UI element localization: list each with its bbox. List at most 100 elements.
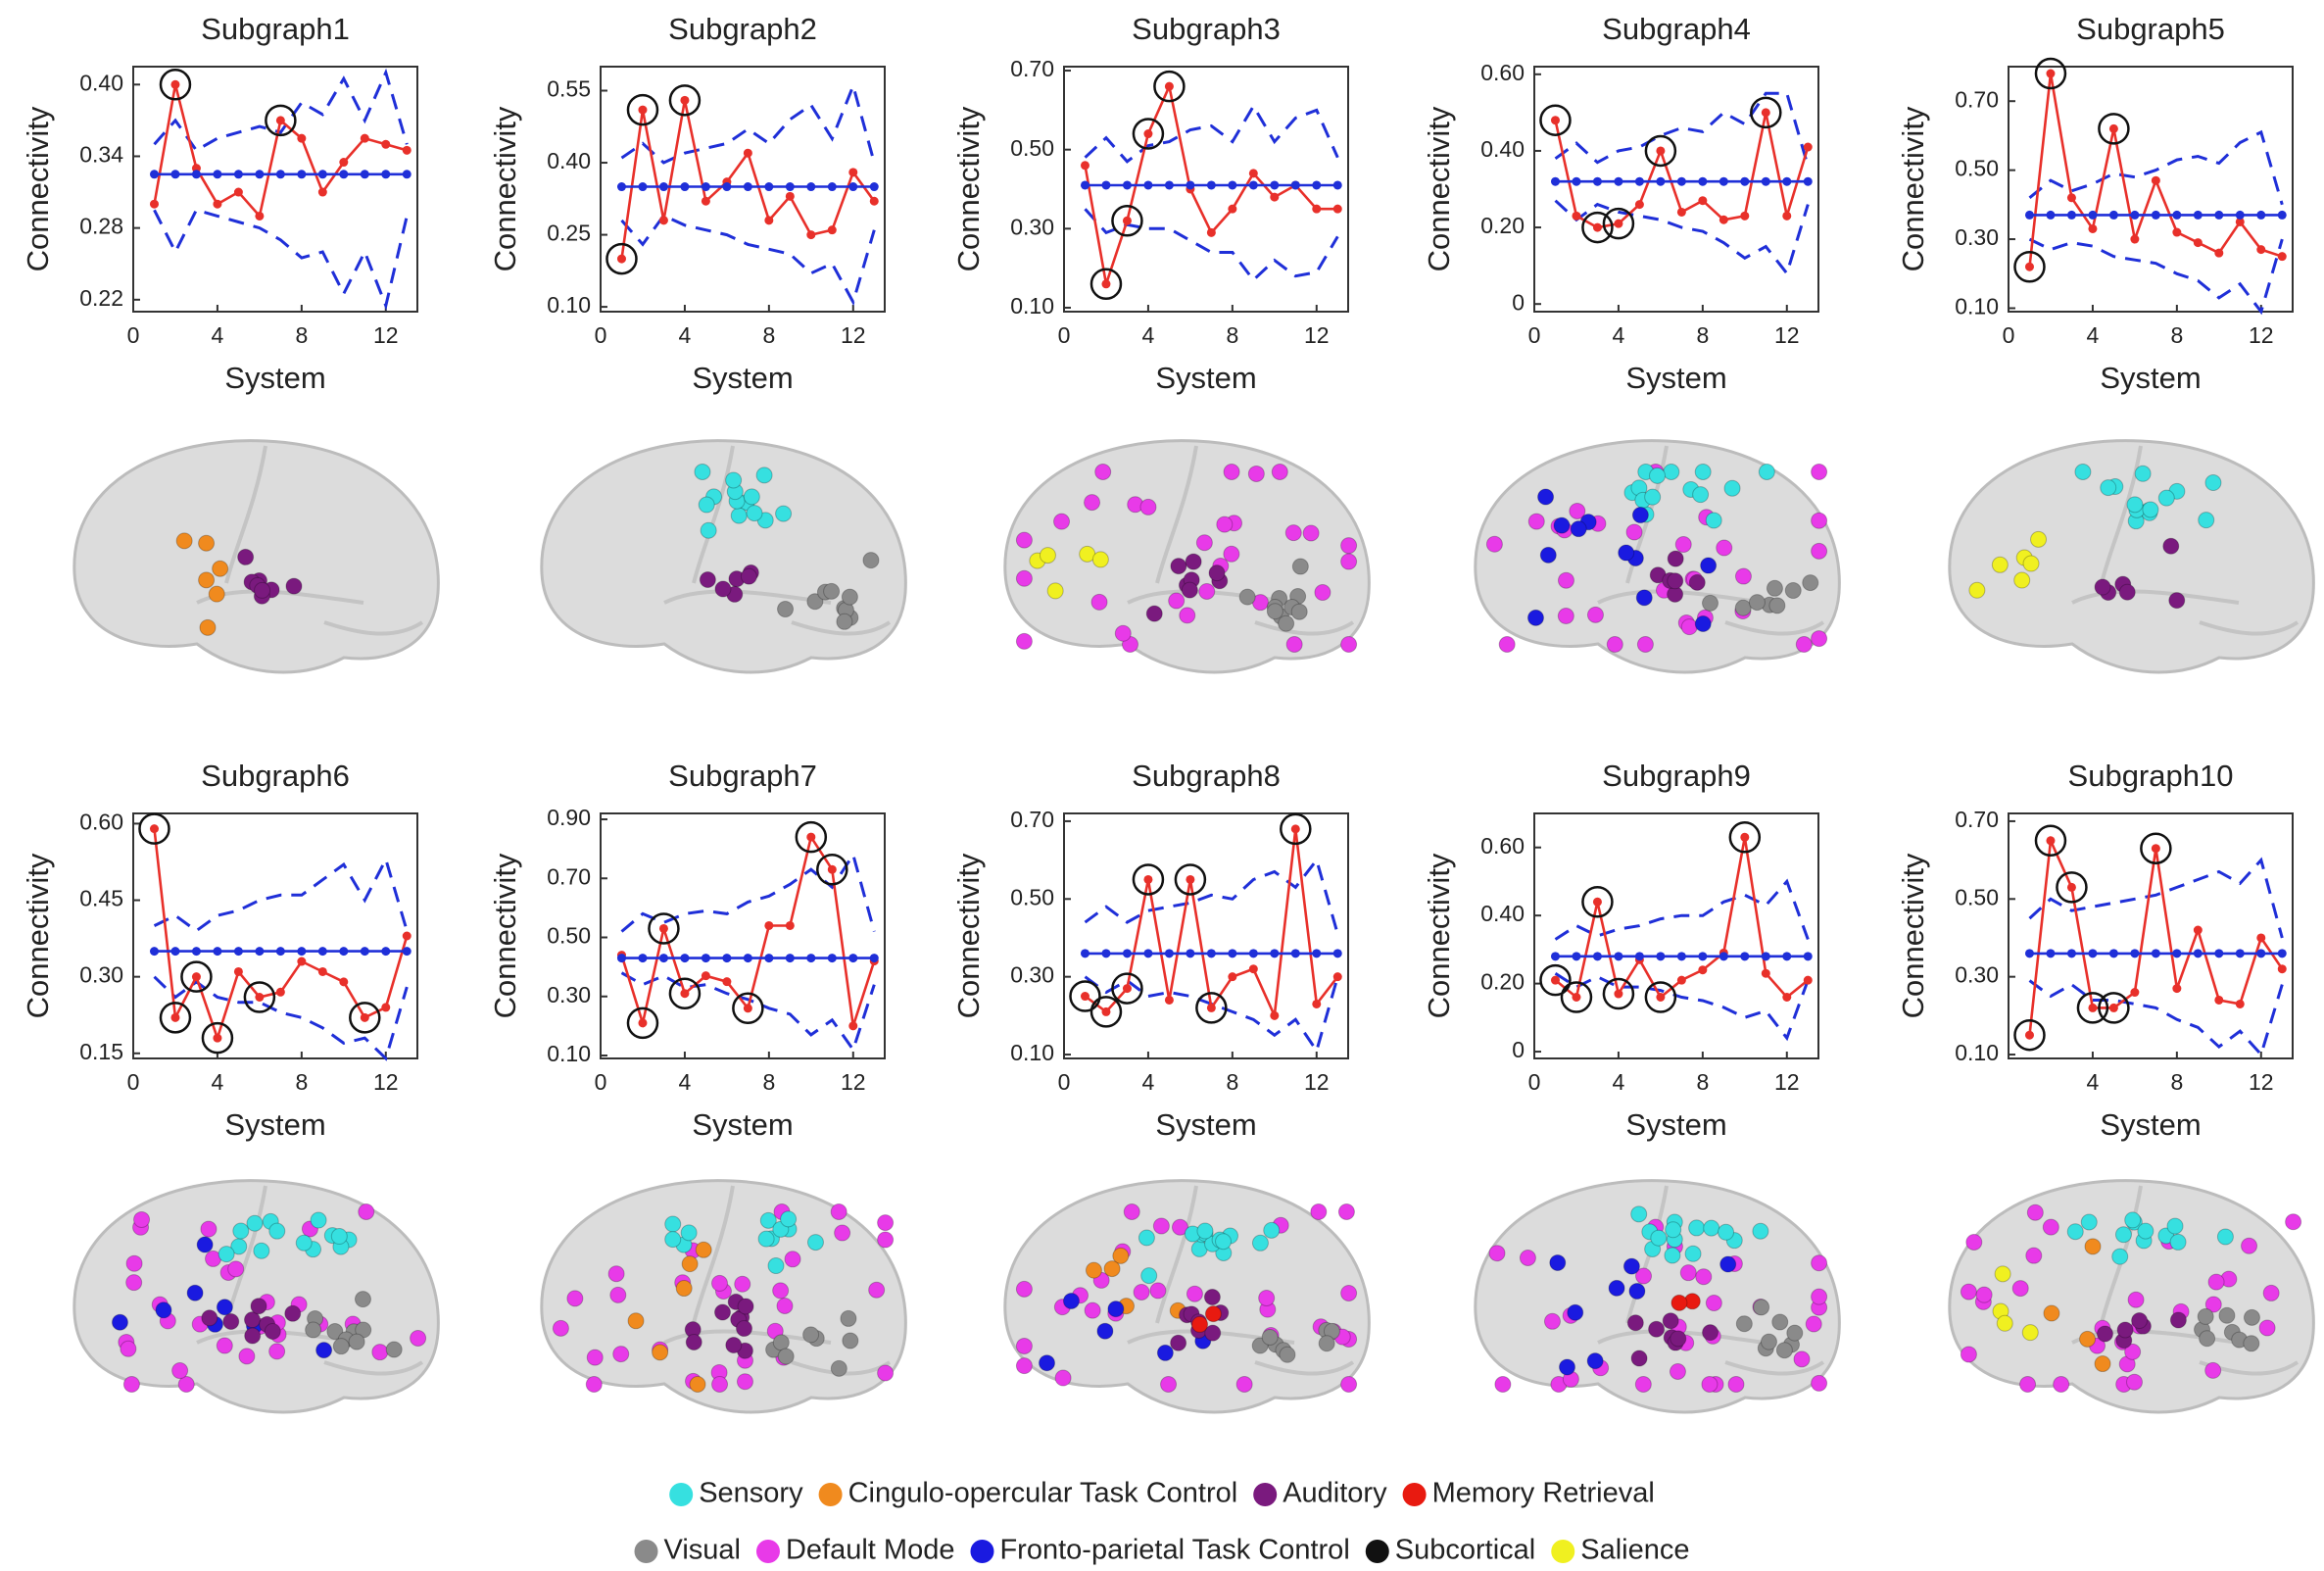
point — [2235, 949, 2245, 958]
brain-node — [737, 1298, 754, 1315]
bound-line — [620, 214, 876, 307]
brain-node — [2080, 1213, 2098, 1231]
point — [2256, 210, 2266, 220]
highlight-ring — [2098, 992, 2130, 1024]
point — [149, 947, 159, 957]
plot-frame — [600, 812, 886, 1059]
brain-node — [2198, 512, 2215, 529]
brain-node — [1310, 1203, 1328, 1220]
brain-node — [1570, 520, 1587, 538]
highlight-ring — [1132, 118, 1165, 150]
brain-node — [1054, 1369, 1072, 1387]
brain-node — [713, 1303, 731, 1321]
brain-node — [2096, 1325, 2113, 1343]
brain-node — [1337, 1203, 1355, 1220]
point — [233, 947, 243, 957]
point — [1572, 952, 1581, 961]
brain-node — [1994, 1265, 2011, 1283]
brain-node — [1271, 464, 1288, 480]
x-tick-label: 0 — [1058, 1069, 1071, 1095]
brain-node — [155, 1301, 172, 1319]
point — [638, 954, 648, 963]
brain-node — [1960, 1346, 1977, 1363]
brain-node — [285, 577, 303, 595]
brain-node — [1196, 1222, 1214, 1240]
point — [1101, 1006, 1111, 1016]
legend-swatch — [970, 1540, 994, 1563]
point — [2130, 234, 2140, 244]
brain-node — [1960, 1283, 1977, 1301]
brain-node — [1665, 1221, 1682, 1239]
brain-node — [609, 1286, 627, 1303]
point — [170, 947, 180, 957]
point — [869, 182, 879, 192]
brain-node — [823, 582, 841, 600]
brain-outline — [73, 439, 440, 674]
point — [1164, 995, 1174, 1005]
point — [1740, 176, 1750, 186]
brain-node — [2026, 1203, 2044, 1221]
brain-node — [1586, 606, 1604, 623]
bound-line — [2028, 129, 2284, 206]
brain-node — [1015, 1357, 1033, 1375]
highlight-ring — [1111, 972, 1143, 1005]
point — [360, 170, 369, 179]
brain-node — [326, 1323, 344, 1341]
point — [1698, 952, 1708, 961]
brain-node — [1667, 572, 1684, 590]
brain-node — [1133, 1283, 1150, 1301]
brain-node — [1123, 1203, 1140, 1220]
point — [213, 199, 222, 209]
point — [743, 954, 752, 963]
point — [1592, 897, 1602, 907]
brain-node — [2204, 474, 2222, 492]
point — [722, 954, 732, 963]
highlight-ring — [1174, 863, 1207, 896]
point — [2108, 949, 2118, 958]
point — [1101, 279, 1111, 289]
x-tick-label: 8 — [295, 322, 308, 348]
highlight-ring — [1539, 104, 1572, 136]
point — [170, 79, 180, 89]
highlight-ring — [2140, 832, 2172, 864]
brain-node — [1553, 516, 1571, 534]
x-tick-label: 12 — [841, 1069, 866, 1095]
brain-node — [1181, 581, 1198, 599]
brain-node — [585, 1376, 603, 1393]
point — [170, 170, 180, 179]
point — [275, 116, 285, 125]
brain-node — [1644, 488, 1662, 506]
highlight-ring — [1280, 812, 1312, 846]
brain-node — [1053, 513, 1071, 530]
point — [402, 170, 412, 179]
x-tick-label: 8 — [2170, 1069, 2183, 1095]
brain-node — [268, 1343, 286, 1360]
highlight-ring — [2056, 871, 2088, 904]
point — [827, 225, 837, 235]
brain-node — [198, 571, 216, 589]
point — [743, 1004, 752, 1013]
point — [317, 966, 327, 976]
point — [170, 1012, 180, 1022]
brain-node — [1526, 609, 1544, 626]
brain-node — [230, 1238, 248, 1255]
brain-node — [1719, 1255, 1737, 1273]
brain-node — [1204, 1305, 1222, 1323]
brain-node — [1096, 1322, 1114, 1340]
brain-node — [2157, 489, 2175, 507]
brain-node — [1114, 624, 1132, 642]
brain-node — [699, 571, 716, 589]
point — [191, 170, 201, 179]
point — [149, 824, 159, 834]
bound-line — [620, 971, 876, 1054]
highlight-ring — [1644, 981, 1677, 1013]
point — [1614, 176, 1623, 186]
subplot: Subgraph6 System Connectivity 0.15 0.30 0.45 0… — [21, 759, 418, 1142]
brain-node — [2262, 1284, 2280, 1301]
point — [1803, 975, 1813, 985]
subplot-title: Subgraph8 — [1132, 759, 1281, 793]
point — [1332, 972, 1342, 982]
highlight-ring — [1153, 70, 1186, 103]
brain-node — [730, 507, 748, 524]
point — [1550, 975, 1560, 985]
